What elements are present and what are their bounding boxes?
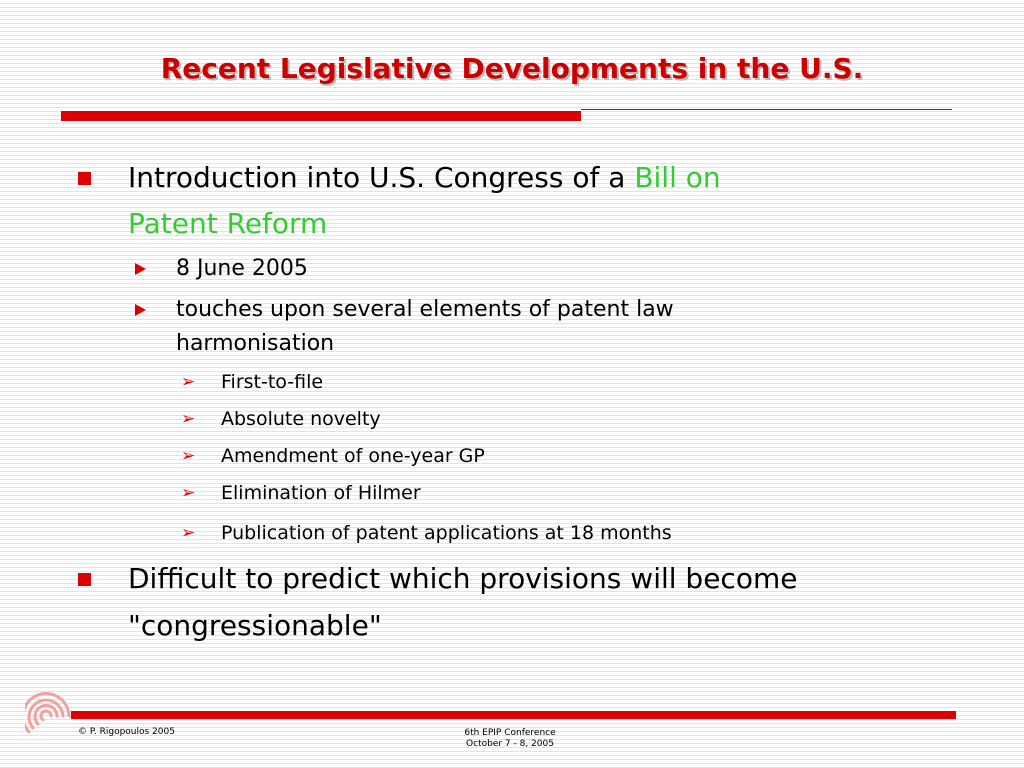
bullet-2-line-1: Difficult to predict which provisions wi… (128, 562, 798, 595)
title-underline-thick (61, 111, 581, 121)
footer-copyright: © P. Rigopoulos 2005 (78, 727, 175, 737)
footer-conference-date: October 7 - 8, 2005 (466, 739, 554, 749)
arrow-bullet-icon: ➢ (181, 523, 196, 543)
slide-content: Introduction into U.S. Congress of a Bil… (78, 155, 968, 642)
triangle-bullet-icon (135, 263, 146, 275)
square-bullet-icon (78, 172, 91, 185)
bullet-2-line-2: "congressionable" (128, 609, 382, 642)
sub-bullet-harmonisation-line-2: harmonisation (176, 331, 335, 356)
title-underline-thin (581, 109, 952, 110)
arrow-bullet-icon: ➢ (181, 372, 196, 392)
bill-link-text: Bill on (634, 161, 721, 194)
patent-reform-text: Patent Reform (128, 207, 328, 240)
list-item: First-to-file (221, 371, 324, 393)
arrow-bullet-icon: ➢ (181, 483, 196, 503)
arrow-bullet-icon: ➢ (181, 409, 196, 429)
sub-bullet-date: 8 June 2005 (176, 256, 308, 281)
footer-conference-name: 6th EPIP Conference (464, 728, 556, 738)
slide-title: Recent Legislative Developments in the U… (160, 52, 864, 85)
list-item: Publication of patent applications at 18… (221, 522, 672, 544)
bullet-1-text: Introduction into U.S. Congress of a (128, 161, 635, 194)
footer-conference: 6th EPIP Conference October 7 - 8, 2005 (445, 728, 575, 750)
bullet-1-line-2: Patent Reform (128, 201, 968, 246)
footer-rule (71, 711, 956, 719)
square-bullet-icon (78, 573, 91, 586)
sub-bullet-harmonisation-line-1: touches upon several elements of patent … (176, 297, 674, 322)
list-item: Amendment of one-year GP (221, 445, 485, 467)
arrow-bullet-icon: ➢ (181, 446, 196, 466)
list-item: Absolute novelty (221, 408, 381, 430)
triangle-bullet-icon (135, 304, 146, 316)
spiral-logo-icon (25, 692, 71, 734)
bullet-1-line-1: Introduction into U.S. Congress of a Bil… (128, 155, 968, 200)
list-item: Elimination of Hilmer (221, 482, 421, 504)
